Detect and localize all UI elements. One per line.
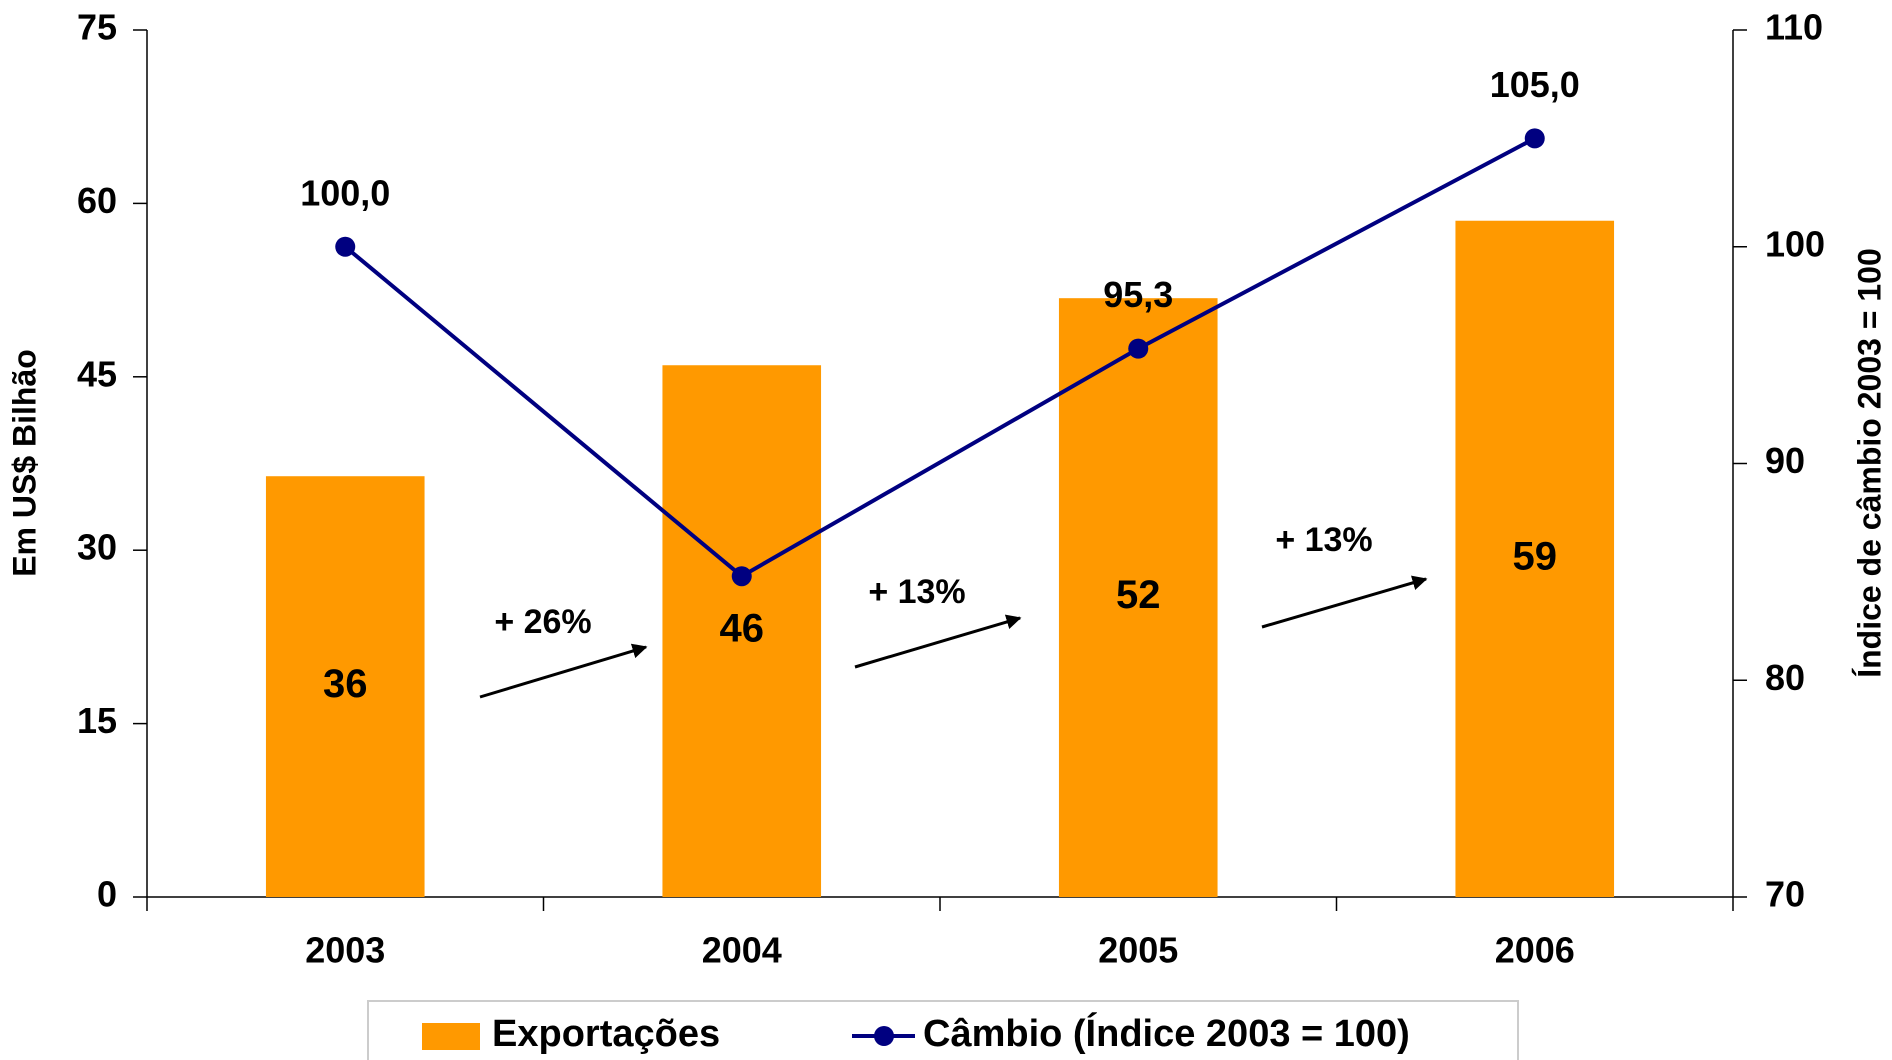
legend-label: Câmbio (Índice 2003 = 100)	[923, 1011, 1410, 1055]
annotation: + 26%	[494, 603, 591, 641]
y2-tick-label: 100	[1765, 223, 1825, 264]
annotation-arrow	[1261, 575, 1428, 629]
y-tick-label: 75	[77, 7, 117, 48]
annotation: + 13%	[1275, 521, 1372, 559]
line-marker	[1128, 338, 1149, 359]
y2-tick-label: 80	[1765, 657, 1805, 698]
y2-tick-label: 110	[1765, 7, 1823, 48]
y2-tick-label: 90	[1765, 440, 1805, 481]
legend-swatch	[422, 1023, 480, 1050]
annotation: + 13%	[868, 573, 965, 611]
y-tick-label: 60	[77, 180, 117, 221]
y-axis-label: Em US$ Bilhão	[6, 349, 42, 577]
x-tick-label: 2004	[702, 930, 782, 971]
bar-value-label: 52	[1116, 573, 1161, 617]
legend-box	[367, 1000, 1519, 1060]
x-tick-label: 2005	[1098, 930, 1178, 971]
line-marker	[335, 236, 356, 257]
annotation-arrow	[854, 614, 1022, 669]
line-value-label: 95,3	[1103, 274, 1173, 315]
legend-marker	[874, 1026, 894, 1046]
bar	[265, 476, 425, 897]
bar-value-label: 46	[720, 607, 765, 651]
line-marker	[731, 566, 752, 587]
y-tick-label: 0	[97, 874, 117, 915]
bar	[1455, 220, 1615, 898]
annotation-arrow	[479, 643, 648, 699]
bar	[662, 365, 822, 897]
legend-label: Exportações	[492, 1013, 720, 1055]
y-tick-label: 45	[77, 353, 117, 394]
bar-value-label: 36	[323, 662, 368, 706]
bar	[1058, 298, 1218, 897]
x-tick-label: 2003	[305, 930, 385, 971]
line-value-label: 100,0	[300, 172, 390, 213]
x-tick-label: 2006	[1495, 930, 1575, 971]
bar-value-label: 59	[1513, 534, 1558, 578]
y-tick-label: 15	[77, 700, 117, 741]
line-value-label: 105,0	[1490, 64, 1580, 105]
y2-axis-label: Índice de câmbio 2003 = 100	[1851, 248, 1887, 678]
line-marker	[1524, 128, 1545, 149]
y-tick-label: 30	[77, 527, 117, 568]
y2-tick-label: 70	[1765, 874, 1805, 915]
line	[343, 136, 1536, 579]
